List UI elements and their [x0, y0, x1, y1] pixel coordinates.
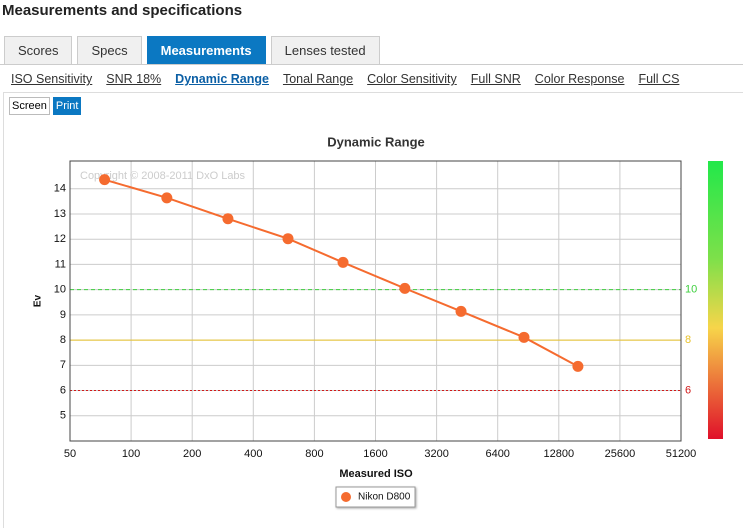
divider	[0, 64, 743, 65]
legend-box	[335, 486, 416, 508]
x-tick-label: 50	[64, 448, 76, 460]
x-axis-label: Measured ISO	[339, 468, 413, 480]
y-tick-label: 12	[54, 233, 66, 245]
tab[interactable]: Specs	[77, 36, 142, 64]
data-point	[282, 233, 294, 245]
data-point	[222, 213, 234, 225]
subtab-link[interactable]: Full SNR	[470, 72, 521, 86]
data-point	[572, 360, 584, 372]
subtab-link[interactable]: Color Sensitivity	[367, 72, 457, 86]
chart: Dynamic Range 5 6 7 8 9 10 11 12 13 14 50 100 200 400 8…	[33, 134, 723, 508]
data-point	[518, 331, 530, 343]
data-point	[99, 174, 111, 186]
y-tick-label: 14	[54, 183, 66, 195]
y-tick-label: 5	[60, 410, 66, 422]
reference-label: 6	[685, 384, 691, 396]
reference-label: 10	[685, 284, 697, 296]
x-tick-label: 200	[183, 448, 201, 460]
chart-title: Dynamic Range	[327, 134, 425, 149]
subtab-link[interactable]: ISO Sensitivity	[11, 72, 93, 86]
y-tick-label: 6	[60, 384, 66, 396]
view-buttons: Screen Print	[9, 97, 82, 115]
y-axis-label: Ev	[33, 294, 44, 307]
x-tick-label: 400	[244, 448, 262, 460]
subtab-link[interactable]: Dynamic Range	[175, 72, 269, 86]
copyright: Copyright © 2008-2011 DxO Labs	[80, 170, 246, 182]
view-button[interactable]: Print	[52, 97, 82, 115]
subtab-bar: ISO Sensitivity SNR 18% Dynamic Range Tonal…	[11, 72, 679, 86]
data-point	[337, 256, 349, 268]
tab[interactable]: Lenses tested	[270, 36, 380, 64]
view-button[interactable]: Screen	[9, 97, 50, 115]
reference-label: 8	[685, 334, 691, 346]
x-tick-label: 51200	[666, 448, 697, 460]
y-tick-label: 11	[55, 258, 66, 270]
subtab-link[interactable]: Full CS	[638, 72, 680, 86]
x-tick-label: 800	[305, 448, 323, 460]
x-tick-label: 3200	[424, 448, 448, 460]
data-point	[455, 305, 467, 317]
x-tick-label: 6400	[485, 448, 509, 460]
subtab-link[interactable]: Tonal Range	[282, 72, 354, 86]
x-tick-label: 1600	[363, 448, 387, 460]
y-tick-label: 8	[60, 334, 66, 346]
subtab-link[interactable]: SNR 18%	[106, 72, 162, 86]
y-tick-label: 7	[60, 359, 66, 371]
tab-bar: Scores Specs Measurements Lenses tested	[4, 36, 380, 64]
x-tick-label: 12800	[544, 448, 575, 460]
y-tick-label: 10	[54, 284, 66, 296]
legend-label: Nikon D800	[358, 492, 411, 503]
x-tick-label: 25600	[605, 448, 636, 460]
tab[interactable]: Scores	[4, 36, 73, 64]
plot-border	[69, 160, 682, 442]
y-tick-label: 13	[54, 208, 66, 220]
legend-marker	[341, 492, 351, 502]
subtab-link[interactable]: Color Response	[534, 72, 625, 86]
data-point	[399, 282, 411, 294]
tab[interactable]: Measurements	[146, 36, 266, 64]
divider	[3, 92, 4, 528]
divider	[3, 92, 743, 93]
x-tick-label: 100	[122, 448, 140, 460]
data-point	[161, 192, 173, 204]
page-title: Measurements and specifications	[2, 2, 243, 19]
y-tick-label: 9	[60, 309, 66, 321]
color-scale	[708, 161, 723, 439]
